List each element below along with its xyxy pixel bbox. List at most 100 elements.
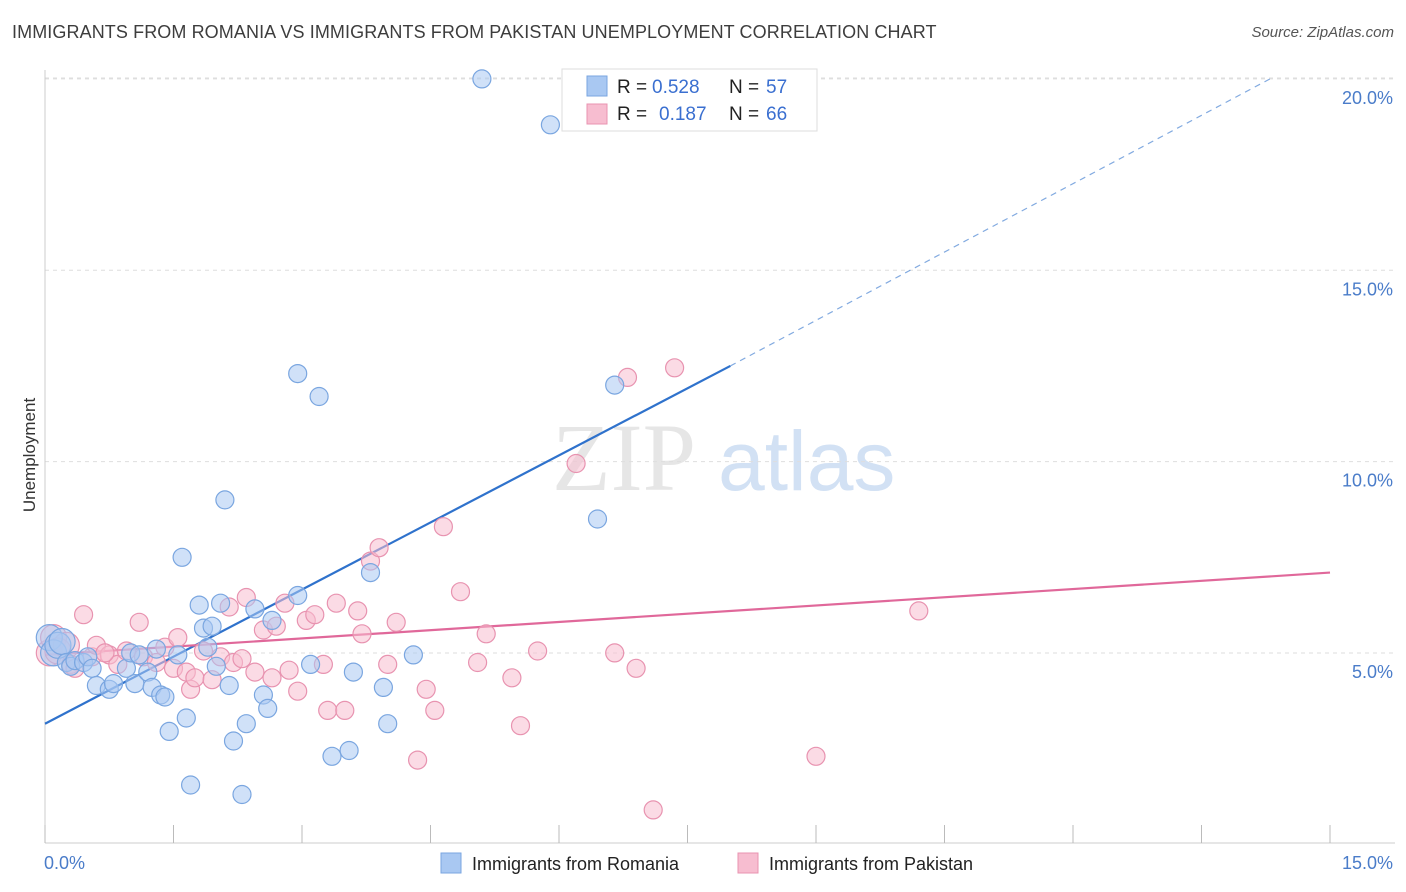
y-tick-label: 20.0%	[1342, 88, 1393, 108]
pakistan-point	[909, 601, 929, 621]
pakistan-point	[168, 627, 188, 648]
romania-point	[232, 784, 252, 805]
y-axis-title: Unemployment	[20, 398, 39, 513]
romania-point	[540, 115, 561, 135]
trend-layer	[44, 78, 1331, 725]
pakistan-point	[502, 668, 522, 688]
bottom-legend-swatch-romania[interactable]	[440, 852, 462, 874]
romania-point	[176, 708, 196, 728]
romania-point	[129, 645, 149, 665]
pakistan-point	[408, 750, 428, 770]
axis-layer: 5.0% 10.0% 15.0% 20.0% 0.0% 15.0%	[44, 70, 1395, 873]
pakistan-point	[626, 658, 646, 678]
romania-point	[155, 687, 175, 707]
romania-point	[215, 490, 235, 510]
pakistan-point	[527, 641, 548, 661]
pakistan-point	[129, 612, 149, 632]
pakistan-point	[378, 654, 398, 675]
pakistan-point	[468, 652, 488, 673]
romania-trend-extension	[730, 78, 1271, 367]
bottom-legend: Immigrants from Romania Immigrants from …	[440, 852, 973, 874]
pakistan-point	[95, 643, 115, 663]
romania-point	[373, 677, 393, 698]
romania-point	[360, 562, 381, 583]
romania-point	[605, 375, 625, 395]
pakistan-point	[318, 700, 338, 721]
pakistan-point	[369, 538, 389, 558]
romania-point	[198, 637, 218, 657]
romania-point	[309, 386, 329, 407]
pakistan-point	[425, 700, 445, 721]
romania-point	[343, 662, 363, 682]
romania-point	[378, 714, 398, 734]
y-tick-label: 10.0%	[1342, 471, 1393, 491]
pakistan-point	[288, 681, 308, 701]
romania-point	[245, 599, 265, 619]
romania-point	[339, 740, 359, 761]
pakistan-point	[450, 582, 471, 602]
romania-point	[48, 627, 76, 656]
romania-point	[403, 645, 423, 665]
pakistan-point	[806, 746, 826, 766]
pakistan-point	[476, 624, 496, 644]
romania-point	[288, 585, 308, 606]
romania-point	[258, 698, 278, 719]
legend-swatch-pakistan	[586, 103, 608, 125]
pakistan-point	[279, 660, 299, 680]
pakistan-point	[510, 716, 531, 736]
romania-point	[472, 69, 492, 89]
legend-pakistan-r-label: R =	[617, 104, 647, 125]
legend-pakistan-n-value: 66	[766, 104, 787, 125]
romania-point	[146, 639, 166, 659]
pakistan-point	[566, 453, 586, 474]
romania-point	[288, 364, 308, 384]
pakistan-point	[416, 679, 436, 699]
legend-romania-r-value: 0.528	[652, 77, 700, 98]
x-tick-label-min: 0.0%	[44, 853, 85, 873]
legend-pakistan-n-label: N =	[729, 104, 759, 125]
romania-point	[262, 610, 282, 631]
pakistan-point	[386, 612, 406, 632]
pakistan-point	[605, 643, 625, 663]
chart-source: Source: ZipAtlas.com	[1251, 24, 1394, 41]
legend-romania-r-label: R =	[617, 77, 647, 98]
y-tick-label: 5.0%	[1352, 662, 1393, 682]
y-tick-label: 15.0%	[1342, 279, 1393, 299]
pakistan-point	[262, 668, 282, 688]
pakistan-point	[185, 668, 205, 688]
watermark-atlas: atlas	[718, 414, 895, 508]
pakistan-point	[232, 649, 252, 669]
bottom-legend-label-romania[interactable]: Immigrants from Romania	[472, 854, 680, 874]
romania-point	[206, 656, 226, 676]
romania-point	[211, 593, 231, 613]
romania-point	[168, 645, 188, 665]
romania-point	[172, 547, 192, 567]
grid-layer	[45, 77, 1395, 654]
pakistan-point	[305, 605, 325, 625]
romania-point	[181, 775, 201, 795]
romania-point	[219, 675, 239, 696]
bottom-legend-label-pakistan[interactable]: Immigrants from Pakistan	[769, 854, 973, 874]
legend-swatch-romania	[586, 75, 608, 97]
points-layer	[35, 69, 929, 820]
romania-point	[322, 746, 342, 766]
legend-romania-n-value: 57	[766, 77, 787, 98]
romania-point	[159, 721, 179, 742]
romania-point	[103, 673, 124, 694]
bottom-legend-swatch-pakistan[interactable]	[737, 852, 759, 874]
romania-point	[236, 714, 256, 734]
pakistan-point	[348, 601, 368, 621]
pakistan-trend-line	[44, 571, 1331, 656]
romania-point	[223, 731, 244, 751]
romania-point	[189, 595, 209, 615]
romania-point	[301, 654, 321, 675]
romania-point	[587, 509, 608, 529]
legend-pakistan-r-value: 0.187	[659, 104, 707, 125]
top-legend: R = 0.528 N = 57 R = 0.187 N = 66	[561, 68, 818, 132]
pakistan-point	[664, 358, 685, 378]
pakistan-point	[643, 800, 663, 820]
pakistan-point	[73, 605, 94, 625]
pakistan-point	[433, 517, 453, 537]
x-tick-label-max: 15.0%	[1342, 853, 1393, 873]
